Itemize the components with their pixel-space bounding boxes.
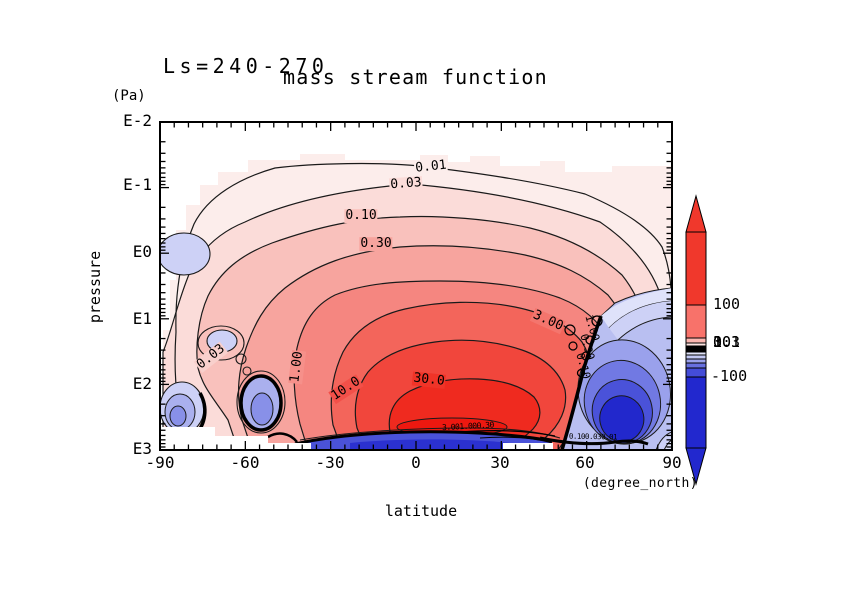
y-tick-E2: E2 <box>132 374 152 393</box>
colorbar-label-mid-overlapped: 30 10 3 1 0.3 0.1 <box>713 333 747 351</box>
tiny-contour-circle <box>235 353 247 365</box>
colorbar-label-100: 100 <box>713 295 741 313</box>
packed-zero-line-north <box>560 315 603 450</box>
axes <box>159 121 673 451</box>
colorbar <box>685 194 707 486</box>
tiny-contour-circle <box>568 341 578 351</box>
topography-mask-s <box>503 443 553 450</box>
y-tick-E-2: E-2 <box>123 111 152 130</box>
contour-line-0.01 <box>174 162 672 426</box>
y-axis-label: pressure <box>86 250 105 324</box>
blue-cell-s-ring <box>236 370 286 434</box>
packed-scribble-2 <box>459 429 556 437</box>
tiny-contour-circle <box>581 351 591 361</box>
contour-ring-0.03 <box>197 325 245 361</box>
blue-cell-north-band2 <box>609 301 672 340</box>
x-tick--90: -90 <box>145 453 175 472</box>
y-axis-unit: (Pa) <box>112 88 146 104</box>
blue-cell-north-band1 <box>601 288 672 328</box>
tiny-contour-circle <box>576 368 586 378</box>
x-tick--30: -30 <box>315 453 345 472</box>
packed-scribble-1 <box>539 436 649 446</box>
subtitle-season: Ls=240-270 <box>163 54 329 78</box>
packed-zero-line-band <box>294 430 553 446</box>
x-tick-0: 0 <box>411 453 421 472</box>
tiny-contour-circle <box>564 324 576 336</box>
contour-label-30.0: 30.0 <box>411 370 447 389</box>
colorbar-label--100: -100 <box>711 367 748 385</box>
tiny-contour-circle <box>591 315 603 327</box>
blue-pocket-southpole-upper <box>160 232 211 276</box>
x-tick-60: 60 <box>575 453 595 472</box>
x-axis-unit: (degree_north) <box>582 476 698 491</box>
axis-ticks <box>159 121 673 451</box>
x-tick-90: 90 <box>662 453 682 472</box>
y-tick-E0: E0 <box>132 242 152 261</box>
tiny-contour-circle <box>242 366 252 376</box>
packed-contour-label: 0.100.030.01 <box>568 431 618 442</box>
colorbar-mid-1: 1 <box>713 333 723 351</box>
y-tick-E-1: E-1 <box>123 175 152 194</box>
x-axis-label: latitude <box>384 502 458 520</box>
contour-label-0.10: 0.10 <box>344 208 378 224</box>
x-tick--60: -60 <box>230 453 260 472</box>
colorbar-mid-0.3: 0.3 <box>713 333 741 351</box>
blue-band2-edge <box>617 316 672 341</box>
colorbar-mid-0.1: 0.1 <box>713 333 741 351</box>
colorbar-mid-3: 3 <box>713 333 723 351</box>
colorbar-arrow-up <box>685 194 707 233</box>
packed-scribble-3 <box>479 436 553 444</box>
contour-label-0.30: 0.30 <box>359 236 393 252</box>
packed-scribble-4 <box>267 432 298 443</box>
contour-label-0.03: 0.03 <box>388 175 424 193</box>
blue-cell-sw-core <box>169 405 187 427</box>
y-tick-E1: E1 <box>132 309 152 328</box>
y-tick-E3: E3 <box>132 439 152 458</box>
colorbar-mid-10: 10 <box>713 333 732 351</box>
topography-mask-sw <box>161 427 311 449</box>
page-title: mass stream function <box>283 65 548 89</box>
blue-cell-s-core <box>250 392 274 426</box>
x-tick-30: 30 <box>490 453 510 472</box>
blue-surface-band-core <box>350 439 520 450</box>
colorbar-arrow-down <box>685 447 707 486</box>
tiny-contour-circle <box>585 335 595 345</box>
colorbar-mid-30: 30 <box>713 333 732 351</box>
contour-fill-layer <box>160 154 672 450</box>
